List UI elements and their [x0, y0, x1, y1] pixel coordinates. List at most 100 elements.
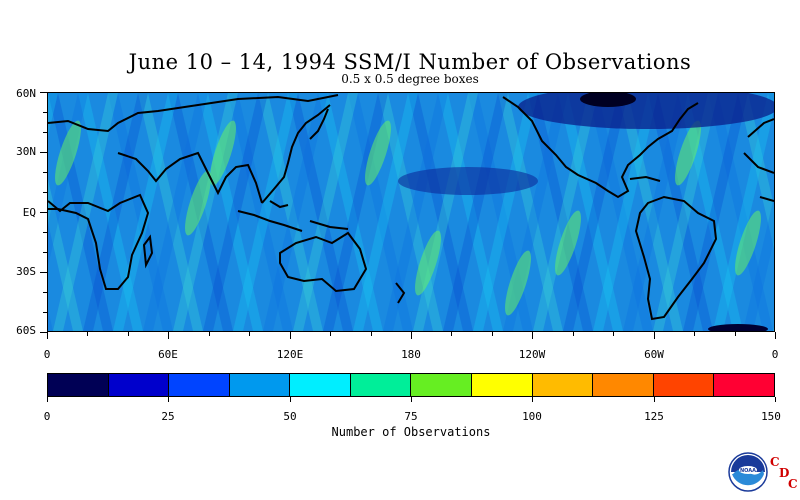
colorbar-segment: [48, 374, 109, 396]
colorbar-segment: [169, 374, 230, 396]
noaa-logo-icon: NOAA: [728, 452, 768, 492]
colorbar-label: Number of Observations: [331, 425, 491, 439]
lon-tick-mark: [168, 332, 170, 339]
swath-band: [653, 93, 718, 331]
swath-band: [713, 93, 774, 331]
lon-tick-mark: [491, 332, 493, 336]
lon-label-0-east: 0: [771, 348, 779, 361]
colorbar-segment: [350, 374, 412, 396]
swath-band: [108, 93, 173, 331]
colorbar-tick-mark: [653, 397, 655, 402]
colorbar-tick-0: 0: [43, 410, 51, 423]
lon-tick-mark: [87, 332, 89, 336]
lon-label-120e: 120E: [276, 348, 304, 361]
colorbar-segment: [229, 374, 291, 396]
lon-tick-mark: [47, 332, 48, 339]
swath-band: [48, 309, 53, 331]
caribbean-coast: [629, 175, 661, 182]
lon-tick-mark: [653, 332, 655, 339]
lon-tick-mark: [208, 332, 210, 336]
lon-tick-mark: [532, 332, 534, 339]
lat-tick-mark: [43, 232, 47, 233]
swath-band: [558, 93, 623, 331]
swath-band: [228, 93, 293, 331]
south-america-coast: [634, 195, 718, 321]
colorbar-segment: [108, 374, 170, 396]
lon-tick-mark: [330, 332, 332, 336]
lat-tick-mark: [40, 92, 47, 93]
swath-band: [203, 93, 268, 331]
colorbar-segment: [653, 374, 715, 396]
lon-tick-mark: [249, 332, 251, 336]
colorbar-tick-125: 125: [644, 410, 664, 423]
lat-tick-mark: [43, 172, 47, 173]
colorbar-tick-mark: [47, 397, 48, 402]
lat-label-30s: 30S: [16, 265, 36, 278]
lon-tick-mark: [694, 332, 696, 336]
lon-tick-mark: [370, 332, 372, 336]
new-zealand-coast: [395, 282, 406, 304]
lat-tick-mark: [40, 272, 47, 273]
lat-label-60n: 60N: [16, 87, 36, 100]
lat-tick-mark: [43, 192, 47, 193]
lon-label-60w: 60W: [644, 348, 664, 361]
swath-band: [318, 93, 383, 331]
europe-west-coast: [747, 118, 774, 138]
lon-label-60e: 60E: [158, 348, 178, 361]
lat-tick-mark: [40, 212, 47, 213]
swath-band: [438, 93, 503, 331]
no-obs-antarctic-region: [708, 324, 768, 331]
lon-label-0-west: 0: [43, 348, 51, 361]
colorbar-tick-mark: [410, 397, 412, 402]
cdc-letter-c1: C: [770, 455, 780, 469]
lon-tick-mark: [775, 332, 776, 339]
swath-pattern: [48, 93, 774, 331]
ocean-background: [48, 93, 774, 331]
lon-tick-mark: [734, 332, 736, 336]
colorbar-tick-mark: [289, 397, 291, 402]
lon-tick-mark: [613, 332, 615, 336]
colorbar-tick-mark: [774, 397, 776, 402]
swath-band: [443, 93, 508, 331]
swath-band: [233, 93, 298, 331]
lon-tick-mark: [411, 332, 412, 339]
high-obs-streak: [675, 120, 701, 186]
lon-label-180: 180: [401, 348, 421, 361]
swath-band: [293, 93, 358, 331]
lat-label-30n: 30N: [16, 145, 36, 158]
colorbar-segment: [411, 374, 473, 396]
map-canvas: [48, 93, 774, 331]
colorbar-tick-100: 100: [522, 410, 542, 423]
lon-tick-mark: [289, 332, 291, 339]
north-america-coast: [502, 96, 699, 199]
swath-band: [53, 93, 118, 331]
swath-band: [623, 93, 688, 331]
colorbar-tick-mark: [168, 397, 170, 402]
lat-label-60s: 60S: [16, 324, 36, 337]
colorbar-segment: [290, 374, 351, 396]
lat-tick-mark: [43, 132, 47, 133]
japan-coast: [309, 108, 329, 140]
svg-text:NOAA: NOAA: [740, 468, 756, 474]
swath-band: [683, 93, 748, 331]
swath-band: [78, 93, 143, 331]
low-obs-north-region: [518, 93, 774, 129]
high-obs-streak: [555, 210, 581, 276]
colorbar-segment: [714, 374, 774, 396]
lat-label-eq: EQ: [22, 206, 36, 219]
indonesia-coast: [237, 210, 303, 232]
lon-tick-mark: [127, 332, 129, 336]
east-asia-coast: [261, 104, 331, 204]
swath-band: [588, 93, 653, 331]
colorbar-segment: [472, 374, 533, 396]
swath-band: [528, 93, 593, 331]
colorbar-tick-25: 25: [161, 410, 175, 423]
africa-coast: [48, 193, 150, 290]
lat-tick-mark: [43, 112, 47, 113]
borneo-coast: [269, 200, 289, 209]
swath-band: [738, 93, 774, 249]
high-obs-streak: [185, 170, 211, 236]
high-obs-streak: [55, 120, 81, 186]
colorbar-tick-mark: [532, 397, 534, 402]
high-obs-streak: [735, 210, 761, 276]
